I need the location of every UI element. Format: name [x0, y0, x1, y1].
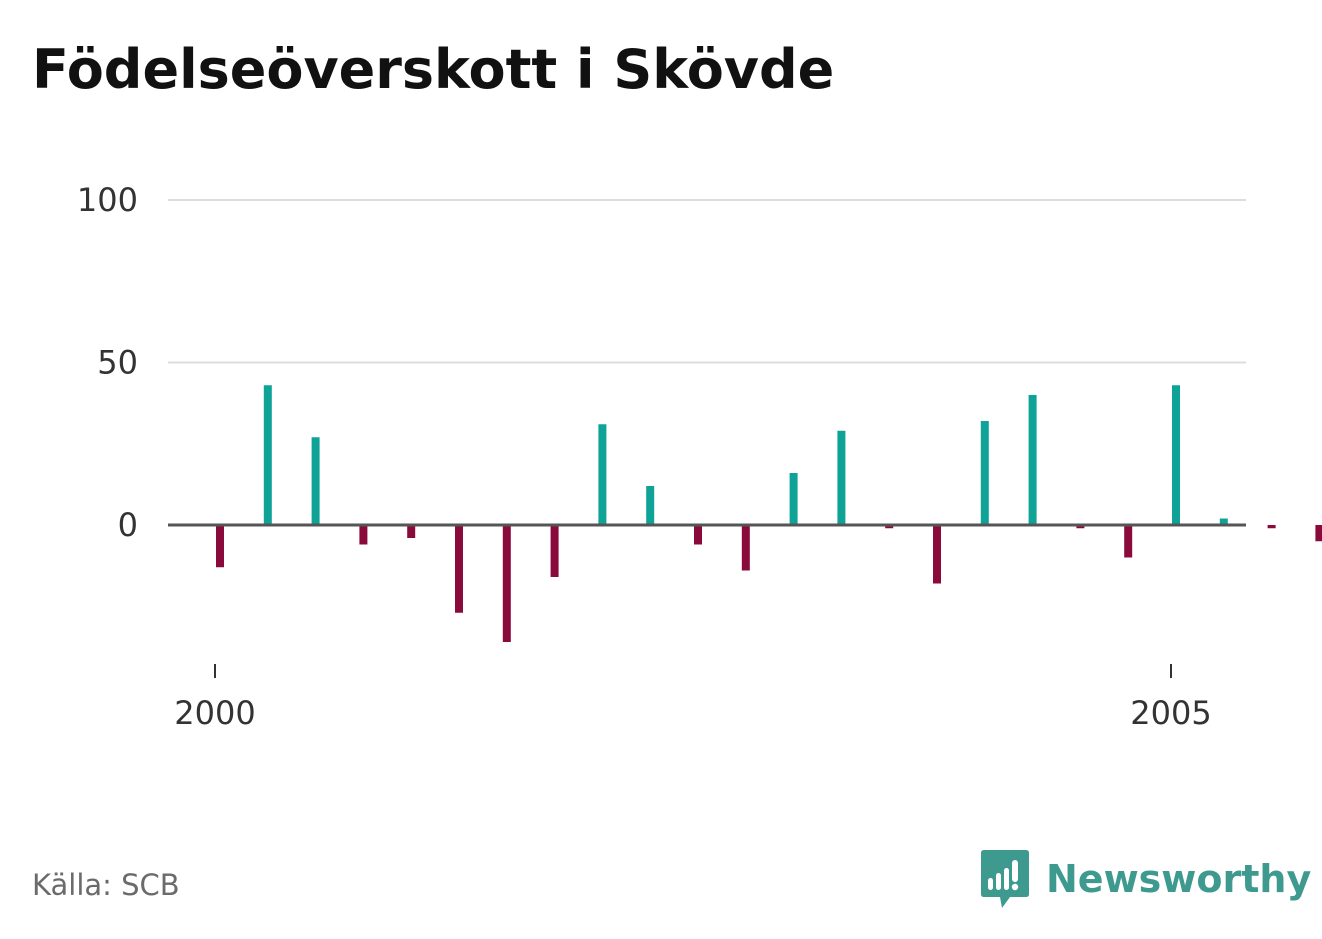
y-tick-label: 0 — [118, 506, 138, 544]
bar — [455, 525, 463, 613]
bar — [646, 486, 655, 525]
y-axis-labels: 0 50 100 — [77, 181, 138, 544]
bar — [598, 424, 607, 525]
bar — [933, 525, 941, 584]
bar — [1076, 525, 1085, 529]
gridlines — [168, 199, 1246, 364]
bar — [1315, 525, 1322, 542]
source-note: Källa: SCB — [32, 868, 180, 902]
bar — [694, 525, 702, 545]
bar — [407, 525, 416, 538]
bar — [1219, 518, 1228, 525]
brand-name: Newsworthy — [1046, 857, 1312, 901]
bar — [216, 525, 224, 568]
x-axis: 200020052010201520202025 — [174, 664, 1212, 732]
newsworthy-logo-icon — [981, 850, 1029, 908]
y-tick-label: 100 — [77, 181, 138, 219]
bar — [1124, 525, 1133, 558]
bar — [550, 525, 559, 577]
x-tick-label: 2005 — [1130, 694, 1211, 732]
chart-title: Födelseöverskott i Skövde — [32, 38, 835, 101]
x-tick-label: 2000 — [174, 694, 255, 732]
bar — [1028, 395, 1037, 525]
bars — [216, 385, 1322, 642]
bar — [980, 421, 989, 525]
brand-logo: Newsworthy — [980, 848, 1311, 910]
bar — [1172, 385, 1180, 525]
bar — [502, 525, 511, 642]
bar — [885, 525, 894, 529]
bar — [741, 525, 750, 571]
y-tick-label: 50 — [97, 344, 138, 382]
bar — [263, 385, 272, 525]
bar — [1267, 525, 1276, 529]
bar — [311, 437, 320, 525]
bar — [789, 473, 798, 525]
bar — [359, 525, 368, 545]
bar — [837, 430, 846, 525]
